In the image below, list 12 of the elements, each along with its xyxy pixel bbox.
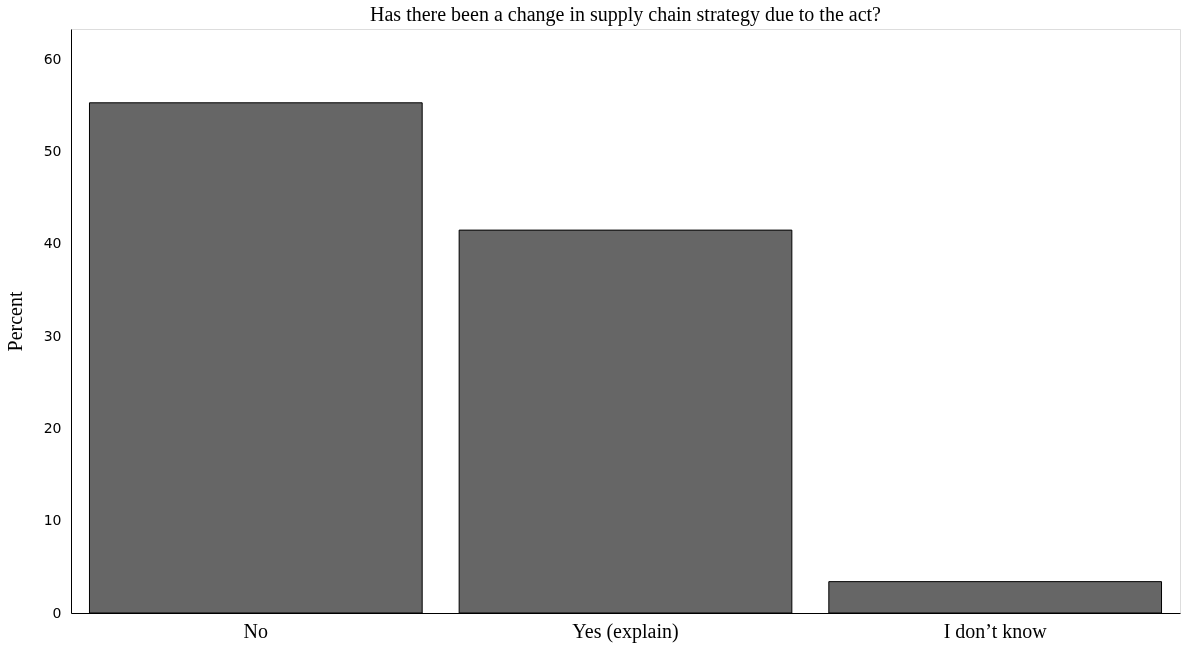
chart-title: Has there been a change in supply chain strategy due to the act? <box>370 3 882 26</box>
x-tick-label: I don’t know <box>943 619 1048 642</box>
y-tick-label: 0 <box>52 604 62 621</box>
x-tick-label: No <box>243 619 269 642</box>
y-tick-label: 50 <box>43 143 62 160</box>
y-tick-label: 60 <box>43 50 62 67</box>
y-tick-label: 40 <box>43 235 62 252</box>
y-tick-label: 30 <box>43 327 62 344</box>
y-tick-label: 20 <box>43 419 62 436</box>
y-tick-label: 10 <box>43 512 62 529</box>
y-axis-title: Percent <box>3 291 26 352</box>
x-tick-label: Yes (explain) <box>572 619 679 643</box>
